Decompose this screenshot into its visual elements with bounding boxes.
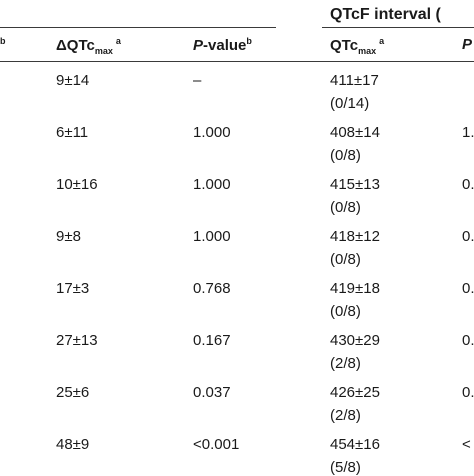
pvalue-header: P-valueb [193,36,252,54]
qtcf-count-cell: (0/8) [330,251,361,268]
delta-qtc-cell: 9±8 [56,228,81,245]
pvalue-cell: 1.000 [193,176,231,193]
qtcf-p-cell-cut: < [462,436,471,453]
qtcf-cell: 419±18 [330,280,380,297]
qtcf-count-cell: (0/14) [330,95,370,112]
qtcf-cell: 411±17 [330,72,379,89]
delta-qtc-cell: 48±9 [56,436,90,453]
pvalue-cell: <0.001 [193,436,240,453]
header-top-rule [0,27,276,28]
delta-qtc-cell: 17±3 [56,280,90,297]
qtcf-count-cell: (2/8) [330,407,361,424]
qtcf-cell: 426±25 [330,384,380,401]
pvalue-cell: 1.000 [193,228,231,245]
qtcf-count-cell: (0/8) [330,199,361,216]
qtcf-p-cell-cut: 0. [462,332,474,349]
qtcf-cell: 418±12 [330,228,380,245]
delta-qtc-cell: 9±14 [56,72,90,89]
qtcf-cell: 408±14 [330,124,380,141]
qtcf-count-cell: (5/8) [330,459,361,476]
qtcf-cell: 415±13 [330,176,380,193]
pvalue-cell: 1.000 [193,124,231,141]
pvalue-cell: 0.167 [193,332,231,349]
qtcf-p-cell-cut: 0. [462,280,474,297]
delta-qtc-cell: 27±13 [56,332,98,349]
qtcf-p-cell-cut: 1. [462,124,474,141]
delta-qtc-cell: 10±16 [56,176,98,193]
qtcf-p-header-cut: P [462,36,473,53]
qtcf-p-cell-cut: 0. [462,384,474,401]
group-header-rule [322,27,474,28]
header-bottom-rule [0,61,474,62]
delta-qtc-cell: 25±6 [56,384,90,401]
qtcf-cell: 430±29 [330,332,380,349]
qtcf-qtc-header: QTcmaxa [330,36,385,56]
qtcf-group-header: QTcF interval ( [330,6,441,23]
pvalue-cell: 0.037 [193,384,231,401]
qtcf-p-cell-cut: 0. [462,176,474,193]
pvalue-cell: – [193,72,202,89]
qtcf-p-cell-cut: 0. [462,228,474,245]
delta-qtc-cell: 6±11 [56,124,89,141]
pvalue-cell: 0.768 [193,280,231,297]
left-col-header-sup: b [0,36,6,46]
qtcf-count-cell: (0/8) [330,303,361,320]
qtcf-cell: 454±16 [330,436,380,453]
qtcf-count-cell: (0/8) [330,147,361,164]
qtcf-count-cell: (2/8) [330,355,361,372]
delta-qtc-header: ΔQTcmaxa [56,36,121,56]
